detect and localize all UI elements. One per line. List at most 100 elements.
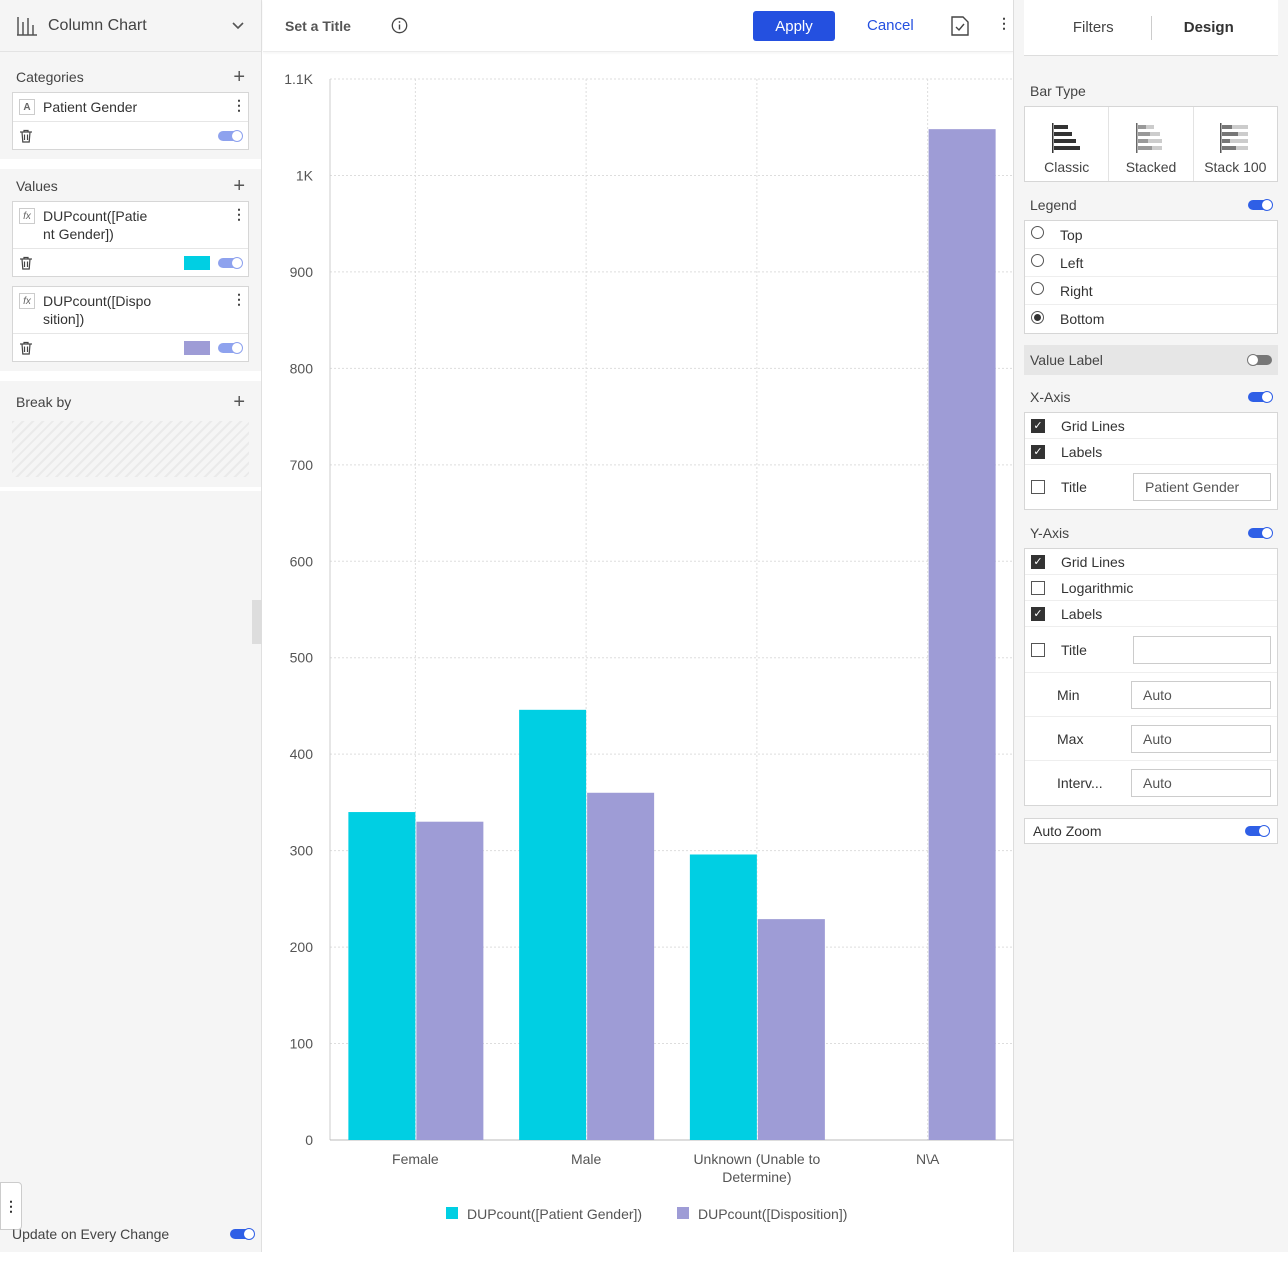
- checkbox-checked-icon[interactable]: ✓: [1031, 606, 1045, 621]
- checkbox-checked-icon[interactable]: ✓: [1031, 444, 1045, 459]
- xaxis-labels-label: Labels: [1061, 443, 1103, 460]
- apply-button[interactable]: Apply: [753, 11, 835, 41]
- legend-option-label: Top: [1060, 226, 1083, 243]
- more-options-icon[interactable]: ⋮: [232, 97, 246, 113]
- bar-patient-gender: [519, 709, 587, 1140]
- y-tick-label: 500: [290, 650, 314, 666]
- collapse-left-handle[interactable]: [252, 600, 262, 644]
- auto-zoom-label: Auto Zoom: [1033, 823, 1102, 839]
- tab-design[interactable]: Design: [1183, 19, 1234, 36]
- add-value-icon[interactable]: +: [233, 175, 245, 197]
- series-color-swatch[interactable]: [184, 340, 210, 355]
- bar-disposition: [416, 821, 484, 1140]
- legend-swatch: [446, 1207, 458, 1219]
- update-toggle[interactable]: [230, 1228, 255, 1240]
- save-file-icon[interactable]: [951, 16, 969, 36]
- trash-icon[interactable]: [19, 129, 33, 143]
- value-card: fx DUPcount([Dispo sition]) ⋮: [12, 286, 249, 362]
- legend-label: DUPcount([Disposition]): [698, 1206, 847, 1222]
- auto-zoom-toggle[interactable]: [1245, 825, 1270, 837]
- design-panel: Filters Design Bar Type Classic Stacked …: [1013, 0, 1288, 1252]
- tab-filters[interactable]: Filters: [1072, 19, 1114, 36]
- value-label-toggle[interactable]: [1247, 354, 1272, 366]
- chevron-down-icon[interactable]: [231, 21, 245, 31]
- legend-label: Legend: [1030, 197, 1077, 213]
- cancel-button[interactable]: Cancel: [867, 17, 914, 34]
- xaxis-options: ✓ Grid Lines ✓ Labels Title Patient Gender: [1024, 412, 1278, 510]
- classic-bar-icon: [1051, 123, 1080, 153]
- value-toggle[interactable]: [218, 341, 243, 354]
- trash-icon[interactable]: [19, 256, 33, 270]
- trash-icon[interactable]: [19, 341, 33, 355]
- bar-type-stacked[interactable]: Stacked: [1109, 107, 1194, 181]
- checkbox-checked-icon[interactable]: ✓: [1031, 418, 1045, 433]
- chart-type-selector[interactable]: Column Chart: [0, 0, 261, 52]
- legend-options: Top Left Right Bottom: [1024, 220, 1278, 334]
- category-field-label[interactable]: Patient Gender: [43, 99, 138, 115]
- x-tick-label: N\A: [916, 1151, 940, 1167]
- legend-toggle[interactable]: [1248, 199, 1273, 211]
- checkbox-icon[interactable]: [1031, 642, 1045, 657]
- category-toggle[interactable]: [218, 129, 243, 142]
- radio-selected-icon[interactable]: [1031, 310, 1044, 324]
- yaxis-max-input[interactable]: Auto: [1131, 724, 1271, 753]
- checkbox-icon[interactable]: [1031, 480, 1045, 494]
- bar-patient-gender: [348, 812, 416, 1140]
- x-tick-label: Determine): [722, 1169, 791, 1185]
- yaxis-min-input[interactable]: Auto: [1131, 680, 1271, 709]
- value-field-line: DUPcount([Patie: [43, 208, 148, 224]
- radio-icon[interactable]: [1031, 226, 1044, 239]
- bar-type-label: Stack 100: [1204, 159, 1267, 175]
- left-panel: Column Chart Categories + A Patient Gender…: [0, 0, 262, 1252]
- chart-title[interactable]: Set a Title: [285, 17, 351, 34]
- y-tick-label: 1K: [296, 167, 314, 183]
- add-category-icon[interactable]: +: [233, 66, 245, 88]
- value-field-line: nt Gender]): [43, 226, 114, 242]
- add-breakby-icon[interactable]: +: [233, 391, 245, 413]
- series-color-swatch[interactable]: [184, 255, 210, 270]
- xaxis-toggle[interactable]: [1248, 391, 1273, 403]
- checkbox-icon[interactable]: [1031, 580, 1045, 595]
- value-toggle[interactable]: [218, 256, 243, 269]
- value-field-label[interactable]: DUPcount([Patie nt Gender]): [43, 207, 232, 243]
- categories-header: Categories +: [12, 62, 249, 92]
- yaxis-interval-input[interactable]: Auto: [1131, 769, 1271, 797]
- radio-icon[interactable]: [1031, 254, 1044, 267]
- breakby-dropzone[interactable]: [12, 421, 249, 477]
- chart-header: Set a Title: [263, 0, 1013, 52]
- yaxis-title-input[interactable]: [1133, 635, 1271, 664]
- value-field-label[interactable]: DUPcount([Dispo sition]): [43, 292, 232, 328]
- column-chart-icon: [17, 16, 37, 36]
- checkbox-checked-icon[interactable]: ✓: [1031, 554, 1045, 569]
- bar-disposition: [587, 792, 655, 1140]
- category-card: A Patient Gender ⋮: [12, 92, 249, 150]
- y-tick-label: 900: [290, 264, 314, 280]
- legend-option-right[interactable]: Right: [1025, 277, 1277, 305]
- value-field-line: sition]): [43, 311, 85, 327]
- more-options-icon[interactable]: ⋮: [997, 15, 1011, 31]
- bar-type-label: Bar Type: [1030, 83, 1086, 99]
- xaxis-label: X-Axis: [1030, 389, 1071, 405]
- info-icon[interactable]: [391, 17, 408, 34]
- yaxis-label: Y-Axis: [1030, 525, 1070, 541]
- breakby-title: Break by: [16, 394, 72, 410]
- more-options-icon[interactable]: ⋮: [0, 1182, 22, 1230]
- radio-icon[interactable]: [1031, 282, 1044, 295]
- legend-option-bottom[interactable]: Bottom: [1025, 305, 1277, 333]
- more-options-icon[interactable]: ⋮: [232, 206, 246, 222]
- bar-type-classic[interactable]: Classic: [1025, 107, 1110, 181]
- legend-option-left[interactable]: Left: [1025, 249, 1277, 277]
- y-tick-label: 700: [290, 457, 314, 473]
- chart-area: Set a Title Apply Cancel ⋮ 0 100 200 300 400…: [263, 0, 1023, 1252]
- panel-tabs: Filters Design: [1024, 0, 1278, 56]
- more-options-icon[interactable]: ⋮: [232, 291, 246, 307]
- yaxis-toggle[interactable]: [1248, 527, 1273, 539]
- column-chart: 0 100 200 300 400 500 600 700 800 900 1K 1.1K Female…: [284, 71, 1013, 1222]
- value-label-title: Value Label: [1030, 352, 1103, 368]
- xaxis-title-input[interactable]: Patient Gender: [1133, 473, 1271, 501]
- legend-option-top[interactable]: Top: [1025, 221, 1277, 249]
- categories-title: Categories: [16, 69, 84, 85]
- yaxis-interval-label: Interv...: [1057, 775, 1103, 791]
- bar-type-stack100[interactable]: Stack 100: [1194, 107, 1277, 181]
- bar-disposition: [928, 129, 996, 1140]
